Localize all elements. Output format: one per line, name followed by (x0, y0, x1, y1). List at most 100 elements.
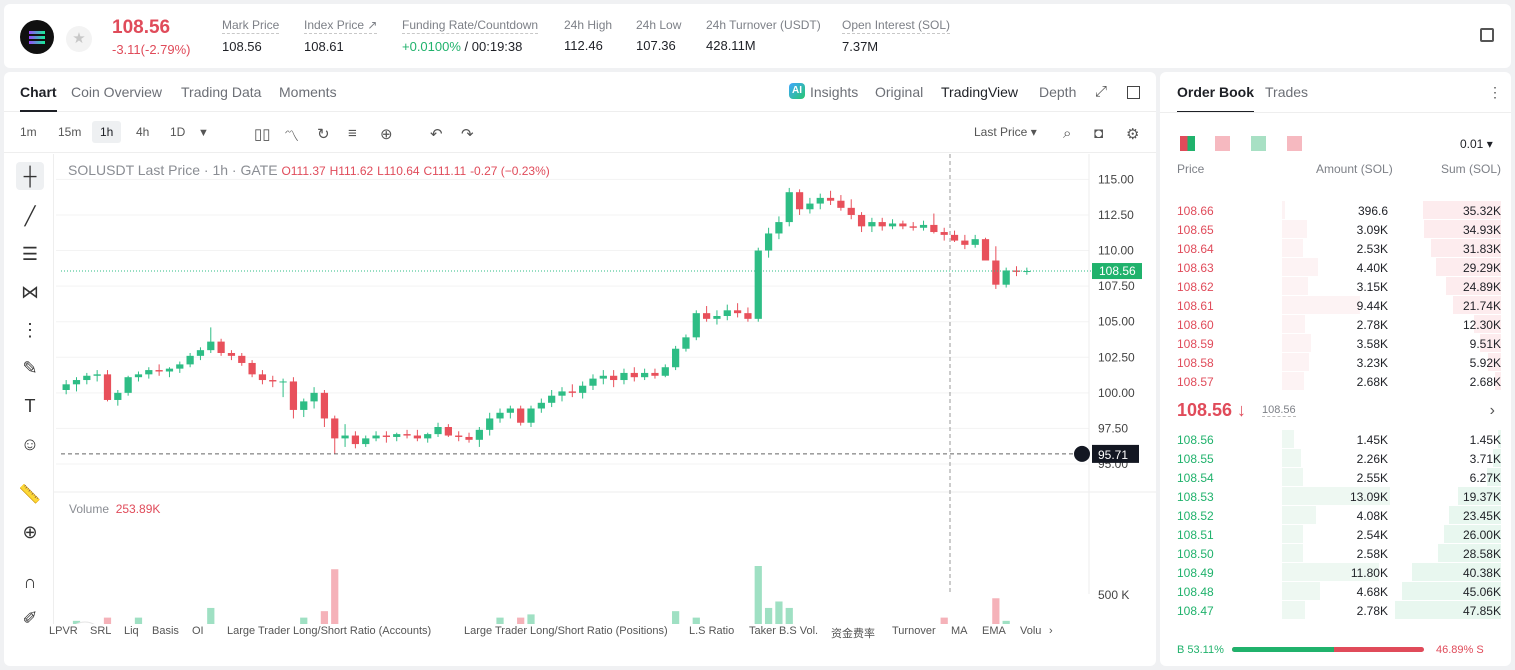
pattern-icon[interactable]: ⋈ (21, 282, 39, 302)
sum: 19.37K (1462, 490, 1501, 504)
interval-4h[interactable]: 4h (136, 125, 150, 139)
ask-row[interactable]: 108.61 9.44K 21.74K (1160, 296, 1511, 315)
chevron-down-icon[interactable]: ▼ (198, 127, 209, 139)
undo-icon[interactable]: ↶ (430, 126, 443, 143)
tab-insights[interactable]: Insights (810, 84, 859, 100)
bid-row[interactable]: 108.53 13.09K 19.37K (1160, 487, 1511, 506)
bid-row[interactable]: 108.56 1.45K 1.45K (1160, 430, 1511, 449)
indicator-srl[interactable]: SRL (90, 625, 112, 637)
zoom-in-icon[interactable]: ⊕ (22, 522, 38, 542)
candle-body (331, 418, 339, 439)
ask-row[interactable]: 108.65 3.09K 34.93K (1160, 220, 1511, 239)
candle-type-icon[interactable]: ▯▯ (254, 126, 271, 143)
indicator-ema[interactable]: EMA (982, 625, 1006, 637)
tab-original[interactable]: Original (875, 84, 924, 100)
interval-1m[interactable]: 1m (20, 125, 37, 139)
bid-row[interactable]: 108.52 4.08K 23.45K (1160, 506, 1511, 525)
y-tick-label: 115.00 (1098, 172, 1134, 186)
ticker-header: ★ 108.56 -3.11(-2.79%) Mark Price 108.56 … (4, 4, 1511, 68)
amount-bar (1282, 601, 1305, 619)
camera-icon[interactable]: ◘ (1094, 125, 1104, 142)
ask-row[interactable]: 108.57 2.68K 2.68K (1160, 372, 1511, 391)
template-icon[interactable]: ≡ (348, 125, 357, 142)
amount-bar (1282, 258, 1319, 276)
tab-moments[interactable]: Moments (279, 84, 337, 100)
add-alert-icon[interactable]: ⊕ (380, 126, 393, 143)
ask-row[interactable]: 108.59 3.58K 9.51K (1160, 334, 1511, 353)
indicator-liq[interactable]: Liq (124, 625, 139, 637)
bid-row[interactable]: 108.50 2.58K 28.58K (1160, 544, 1511, 563)
bid-row[interactable]: 108.54 2.55K 6.27K (1160, 468, 1511, 487)
candle-body (857, 214, 866, 227)
price-source-select[interactable]: Last Price ▾ (974, 125, 1037, 139)
interval-15m[interactable]: 15m (58, 125, 82, 139)
ask-row[interactable]: 108.63 4.40K 29.29K (1160, 258, 1511, 277)
book-icon[interactable] (1480, 28, 1494, 42)
ruler-icon[interactable]: 📏 (18, 484, 42, 504)
indicators-icon[interactable]: 〽 (284, 128, 300, 145)
indicator-volume[interactable]: Volu (1020, 625, 1042, 637)
amount-bar (1282, 506, 1316, 524)
chevron-right-icon[interactable]: › (1489, 402, 1495, 419)
indicator-lpvr[interactable]: LPVR (49, 625, 78, 637)
tab-trades[interactable]: Trades (1265, 84, 1309, 100)
bid-row[interactable]: 108.47 2.78K 47.85K (1160, 601, 1511, 620)
tab-chart[interactable]: Chart (20, 84, 57, 112)
interval-1d[interactable]: 1D (170, 125, 186, 139)
fib-icon[interactable]: ⋮ (21, 320, 39, 340)
depth-bar (1495, 372, 1501, 390)
bid-row[interactable]: 108.55 2.26K 3.71K (1160, 449, 1511, 468)
stat-index-price[interactable]: Index Price ↗ 108.61 (304, 18, 378, 54)
expand-icon[interactable]: ⤢ (1095, 83, 1108, 100)
bid-row[interactable]: 108.48 4.68K 45.06K (1160, 582, 1511, 601)
indicator-funding-rate[interactable]: 资金费率 (831, 628, 875, 640)
more-icon[interactable]: ⋮ (1488, 84, 1502, 100)
price-chart[interactable]: 115.00 112.50 110.00 107.50 105.00 102.50 100.… (4, 154, 1156, 624)
ask-row[interactable]: 108.58 3.23K 5.92K (1160, 353, 1511, 372)
ob-mark-price: 108.56 (1262, 404, 1296, 417)
pencil-lock-icon[interactable]: ✐ (22, 608, 38, 628)
ask-row[interactable]: 108.64 2.53K 31.83K (1160, 239, 1511, 258)
bid-row[interactable]: 108.51 2.54K 26.00K (1160, 525, 1511, 544)
window-icon[interactable] (1127, 86, 1140, 99)
indicator-ls-positions[interactable]: Large Trader Long/Short Ratio (Positions… (464, 625, 668, 637)
tab-depth[interactable]: Depth (1039, 84, 1077, 100)
favorite-star-icon[interactable]: ★ (66, 26, 92, 52)
ask-row[interactable]: 108.60 2.78K 12.30K (1160, 315, 1511, 334)
indicator-basis[interactable]: Basis (152, 625, 179, 637)
text-icon[interactable]: T (24, 396, 36, 416)
indicator-turnover[interactable]: Turnover (892, 625, 936, 637)
indicator-ma[interactable]: MA (951, 625, 968, 637)
indicator-oi[interactable]: OI (192, 625, 204, 637)
price: 108.48 (1177, 585, 1214, 599)
indicator-taker-vol[interactable]: Taker B.S Vol. (749, 625, 819, 637)
tick-size-select[interactable]: 0.01 ▾ (1460, 137, 1493, 151)
chevron-right-icon[interactable]: › (1049, 625, 1053, 637)
redo-icon[interactable]: ↷ (461, 126, 474, 143)
replay-icon[interactable]: ↻ (317, 126, 330, 143)
gear-icon[interactable]: ⚙ (1126, 126, 1140, 143)
brush-icon[interactable]: ✎ (22, 358, 38, 378)
magnet-icon[interactable]: ∩ (23, 572, 37, 592)
trendline-icon[interactable]: ╱ (24, 206, 36, 226)
ask-row[interactable]: 108.66 396.6 35.32K (1160, 201, 1511, 220)
tab-coin-overview[interactable]: Coin Overview (71, 84, 163, 100)
candle-body (930, 224, 938, 233)
ask-row[interactable]: 108.62 3.15K 24.89K (1160, 277, 1511, 296)
crosshair-icon[interactable]: ┼ (16, 162, 44, 190)
emoji-icon[interactable]: ☺ (20, 434, 40, 454)
depth-bar (1395, 601, 1501, 619)
view-asks-icon[interactable] (1215, 136, 1230, 151)
indicator-ls-ratio[interactable]: L.S Ratio (689, 625, 735, 637)
indicator-ls-accounts[interactable]: Large Trader Long/Short Ratio (Accounts) (227, 625, 432, 637)
tab-order-book[interactable]: Order Book (1177, 84, 1255, 113)
search-icon[interactable]: ⌕ (1063, 125, 1072, 142)
interval-1h[interactable]: 1h (92, 121, 122, 143)
view-both-icon[interactable] (1180, 136, 1195, 151)
tab-trading-data[interactable]: Trading Data (181, 84, 262, 100)
tab-tradingview[interactable]: TradingView (941, 84, 1019, 100)
horizontal-lines-icon[interactable]: ☰ (21, 244, 39, 264)
view-depth-icon[interactable] (1287, 136, 1302, 151)
bid-row[interactable]: 108.49 11.80K 40.38K (1160, 563, 1511, 582)
view-bids-icon[interactable] (1251, 136, 1266, 151)
